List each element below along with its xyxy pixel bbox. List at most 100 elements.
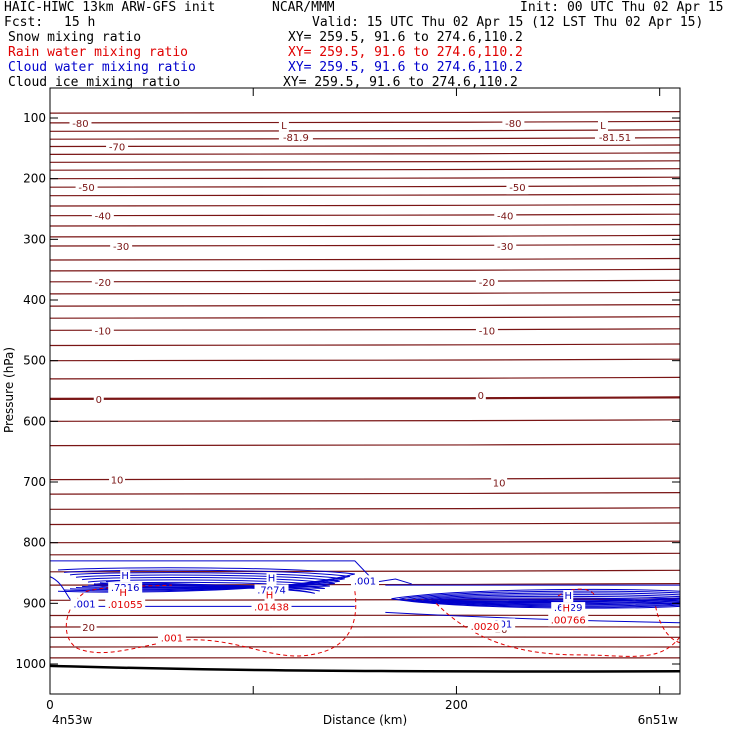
temperature-label-bg (491, 477, 508, 490)
isotherm-line (49, 185, 681, 189)
isotherm-line (49, 419, 681, 423)
x-axis: 0 20 0 (46, 88, 661, 712)
temperature-label-text: -50 (509, 183, 525, 194)
temperature-label-text: -80 (505, 119, 521, 130)
temperature-label-text: -40 (497, 212, 513, 223)
cloud-water-contour (407, 592, 681, 607)
isotherm-line (49, 477, 681, 481)
cloud-water-contour (105, 580, 315, 594)
isotherm-line (49, 358, 681, 362)
isotherm-line (49, 234, 681, 238)
contour-value-label-bg (351, 575, 379, 588)
rain-water-extremum-value-bg (548, 614, 589, 627)
rain-water-extremum-letter: H (264, 589, 275, 602)
contour-value-label: .001 (157, 632, 186, 645)
field-name-rain: Rain water mixing ratio (8, 45, 189, 60)
x-end-label: 6n51w (638, 713, 679, 727)
temperature-label-text: 10 (111, 476, 124, 487)
isotherm-line (49, 193, 681, 197)
cloud-water-extremum-letter: H (266, 572, 277, 585)
plot-frame (49, 87, 681, 695)
temperature-label: 0 (93, 393, 104, 406)
valid-time: Valid: 15 UTC Thu 02 Apr 15 (12 LST Thu … (312, 15, 704, 30)
field-xy-snow: XY= 259.5, 91.6 to 274.6,110.2 (288, 30, 523, 45)
temperature-label: -70 (106, 141, 129, 154)
isotherm-line (49, 657, 681, 659)
surface-line (49, 664, 681, 673)
temperature-extremum-letter-text: L (281, 121, 287, 132)
contour-value-label-text: .0020 (471, 622, 500, 633)
rain-water-extremum-value-text: .01055 (108, 600, 143, 611)
center-title: NCAR/MMM (272, 0, 335, 15)
y-tick-label: 100 (23, 111, 46, 125)
cloud-water-contour (385, 611, 681, 624)
temperature-label-bg (110, 241, 133, 254)
temperature-label-bg (69, 117, 92, 130)
x-start-label: 4n53w (52, 713, 93, 727)
isotherm-line (49, 129, 681, 133)
isotherm-line (49, 111, 681, 114)
temperature-label: -30 (494, 241, 517, 254)
temperature-label: -20 (475, 276, 498, 289)
temperature-label-text: 0 (478, 391, 484, 402)
contour-labels: -80 -80 -70 -50 -50 -40 -40 -30 -30 -20 -20 -10 -10 0… (69, 117, 635, 645)
rain-water-extremum-value: .00766 (548, 614, 589, 627)
rain-water-contour (655, 606, 681, 644)
y-tick-label: 600 (23, 414, 46, 428)
x-axis-title: Distance (km) (323, 713, 407, 727)
temperature-label-bg (93, 393, 104, 406)
contour-value-label-text: .001 (354, 576, 376, 587)
isotherm-line (49, 328, 681, 332)
temperature-label: -50 (75, 182, 98, 195)
temperature-label-text: -40 (95, 212, 111, 223)
cloud-water-contour (99, 582, 320, 592)
temperature-label-text: 20 (82, 623, 95, 634)
isotherm-line (49, 636, 681, 639)
isotherm-line (49, 552, 681, 556)
temperature-extremum-value-text: -81.51 (599, 133, 631, 144)
isotherm-line (49, 152, 681, 156)
x-tick-label: 0 (46, 698, 54, 712)
temperature-label: 10 (109, 474, 126, 487)
cloud-water-extremum-letter-bg (120, 570, 131, 583)
rain-water-extremum-value-text: .01438 (254, 603, 289, 614)
temperature-label: 0 (475, 390, 486, 403)
rain-water-contours (65, 584, 681, 657)
temperature-extremum-letter: L (597, 119, 608, 132)
rain-water-extremum-value-bg (251, 601, 292, 614)
cloud-water-contour (399, 590, 681, 608)
temperature-label: -40 (91, 210, 114, 223)
isotherm-line (49, 243, 681, 247)
rain-water-extremum-letter-bg (264, 589, 275, 602)
contour-value-label-bg (157, 632, 186, 645)
cloud-water-extremum-letter-text: H (121, 571, 129, 582)
temperature-label: -10 (475, 325, 498, 338)
isotherm-line (49, 137, 681, 141)
isotherm-line (49, 160, 681, 164)
rain-water-extremum-letter-text: H (119, 588, 127, 599)
isotherm-line (49, 540, 681, 544)
cloud-water-extremum-letter-text: H (564, 591, 572, 602)
temperature-label: -20 (91, 276, 114, 289)
temperature-label-bg (109, 474, 126, 487)
temperature-extremum-letter-text: L (600, 121, 606, 132)
contour-value-label-text: .001 (161, 633, 183, 644)
field-name-cloudwater: Cloud water mixing ratio (8, 60, 196, 75)
isotherm-line (49, 492, 681, 495)
temperature-label-bg (91, 276, 114, 289)
rain-water-extremum-letter-text: H (266, 591, 274, 602)
temperature-label-text: -50 (78, 183, 94, 194)
y-tick-label: 300 (23, 232, 46, 246)
temperature-label-text: -20 (95, 278, 111, 289)
isotherm-line (49, 614, 681, 617)
field-xy-cloudice: XY= 259.5, 91.6 to 274.6,110.2 (283, 75, 518, 90)
isotherm-line (49, 396, 681, 401)
isotherm-line (49, 291, 681, 295)
contour-value-label-text: .001 (73, 599, 95, 610)
init-time: Init: 00 UTC Thu 02 Apr 15 (520, 0, 724, 15)
y-tick-label: 400 (23, 293, 46, 307)
isotherm-line (49, 522, 681, 526)
y-tick-label: 700 (23, 475, 46, 489)
cloud-water-extremum-letter: H (563, 590, 574, 603)
